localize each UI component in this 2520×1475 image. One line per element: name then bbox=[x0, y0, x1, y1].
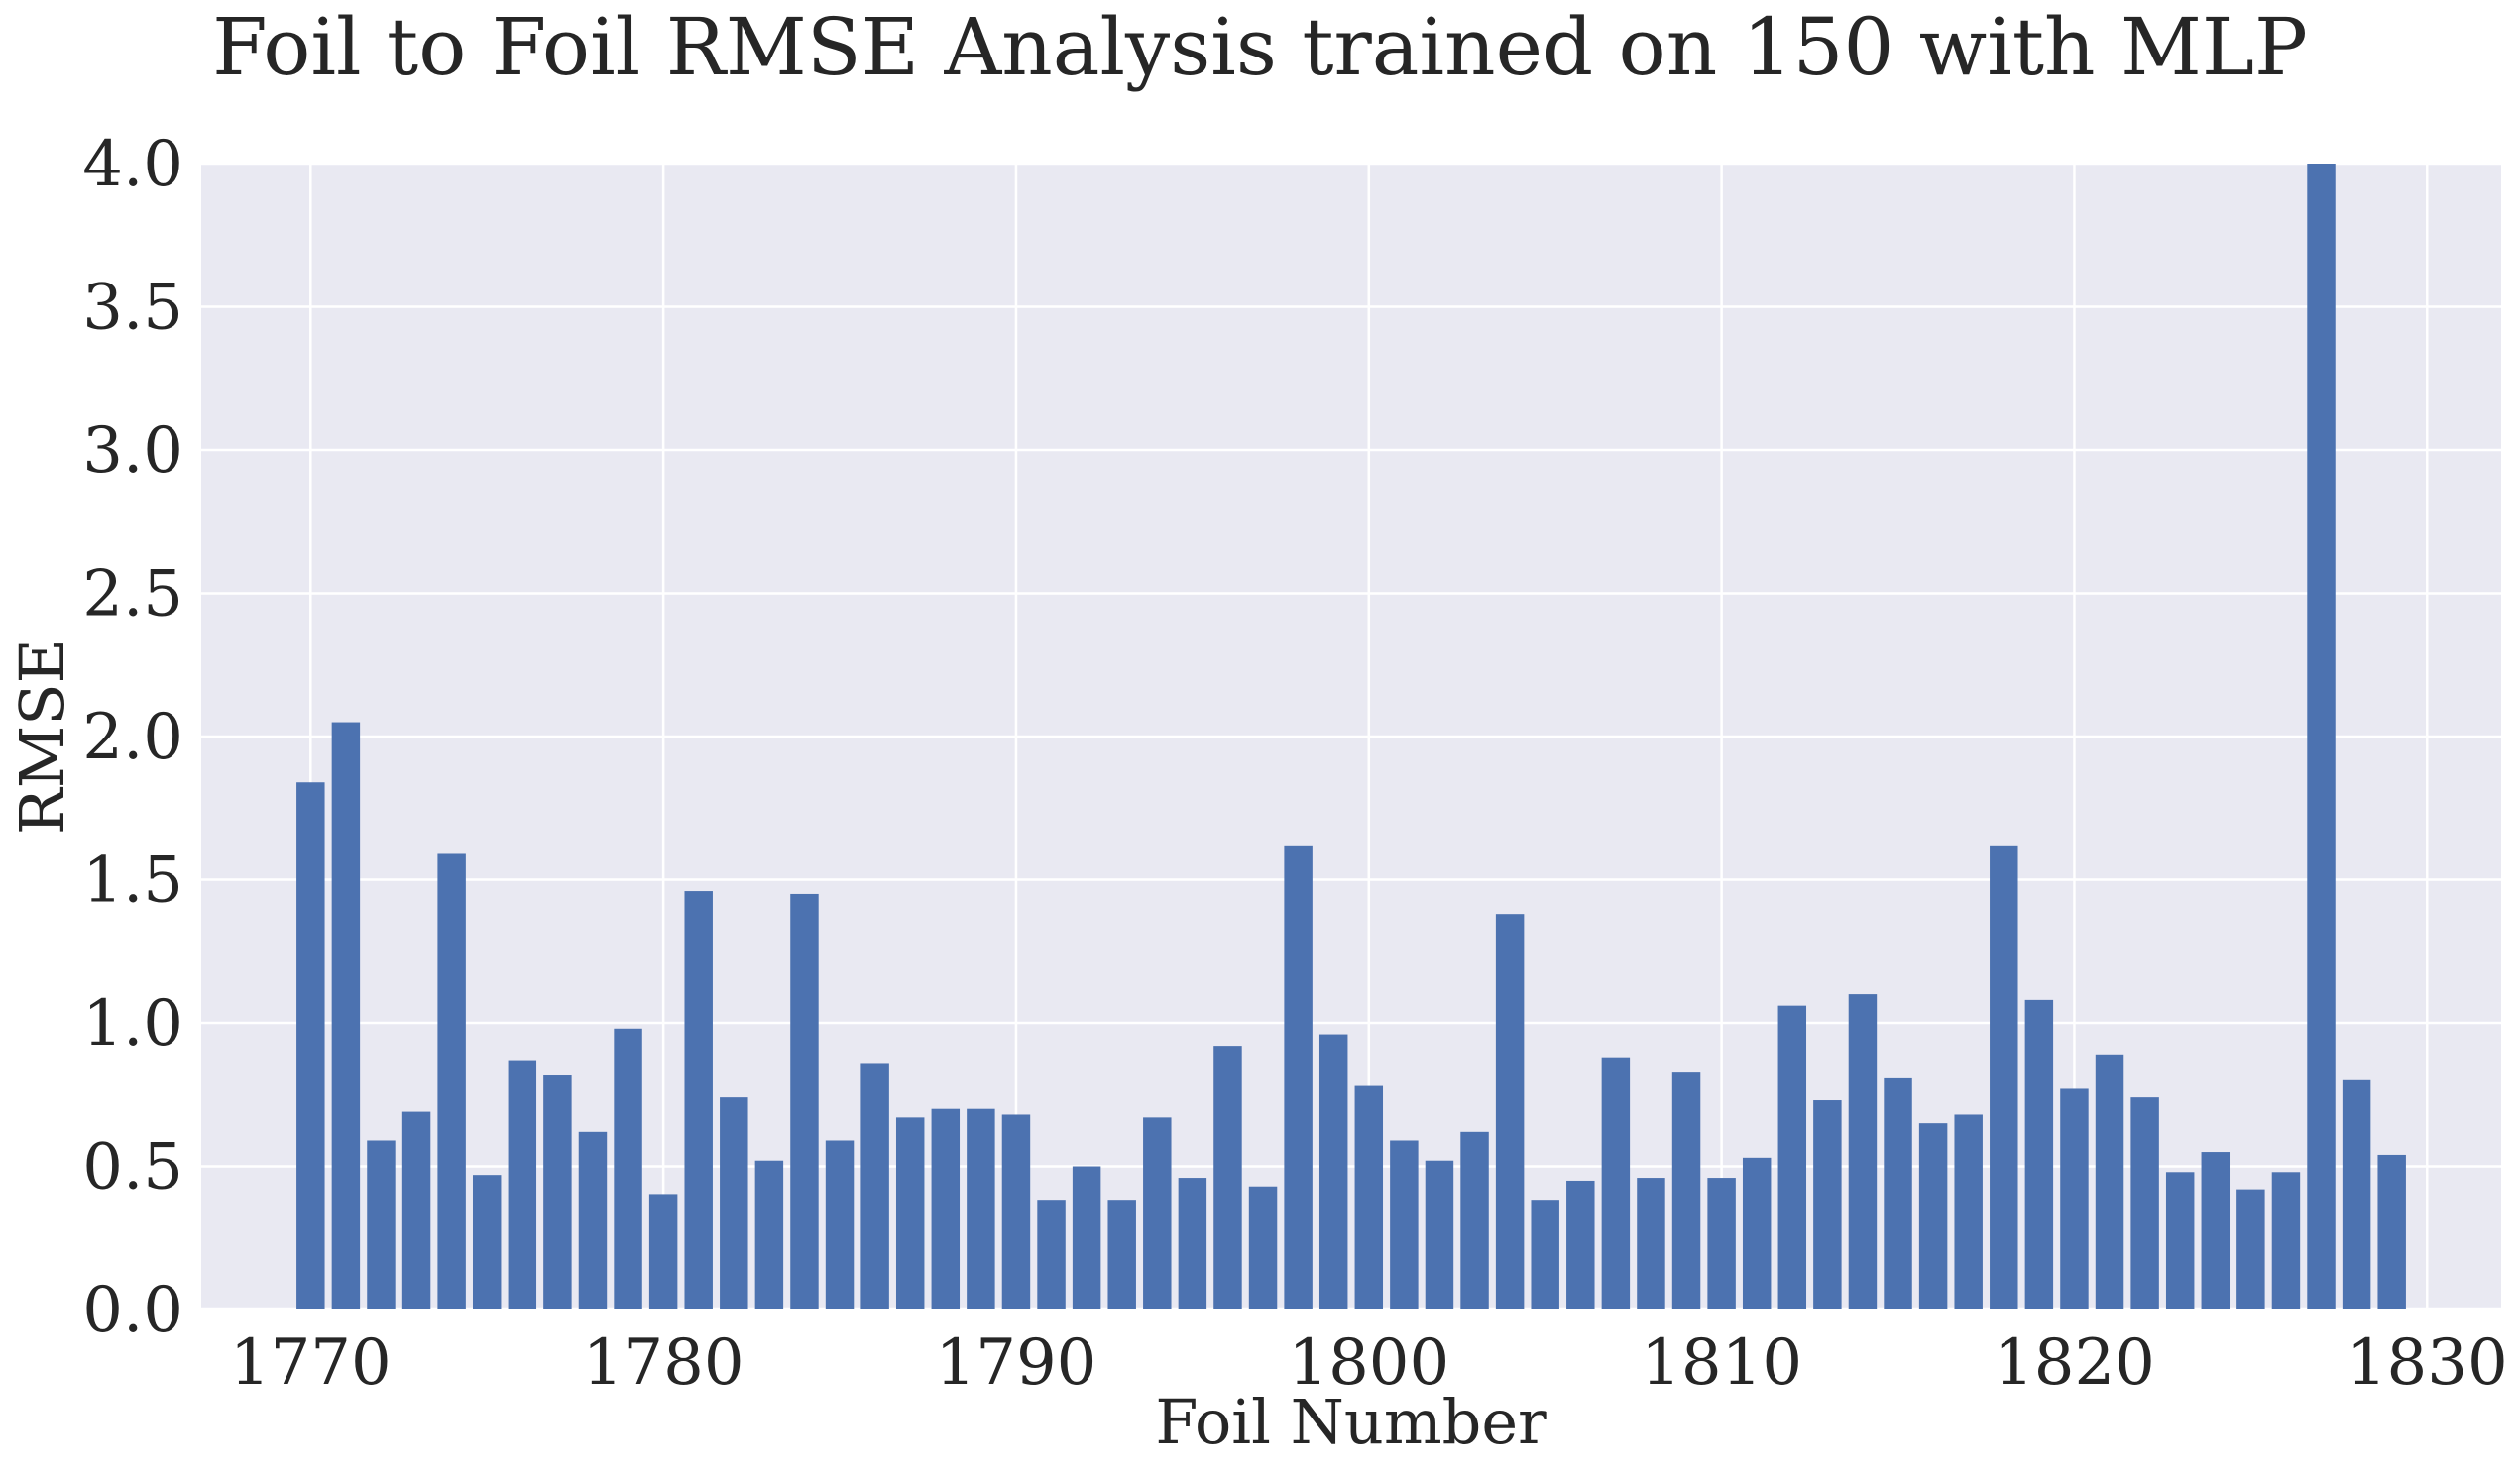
bar-foil-1802 bbox=[1425, 1160, 1454, 1309]
y-tick-label: 3.0 bbox=[82, 414, 183, 488]
x-tick-label: 1810 bbox=[1641, 1326, 1802, 1400]
bar-foil-1822 bbox=[2130, 1097, 2159, 1309]
bar-foil-1776 bbox=[508, 1060, 537, 1309]
bar-foil-1827 bbox=[2307, 164, 2336, 1309]
y-tick-label: 2.5 bbox=[82, 558, 183, 631]
bar-foil-1798 bbox=[1284, 845, 1313, 1309]
chart-title: Foil to Foil RMSE Analysis trained on 15… bbox=[212, 1, 2308, 93]
bar-foil-1792 bbox=[1072, 1166, 1101, 1309]
bar-foil-1775 bbox=[472, 1175, 502, 1309]
x-axis-label: Foil Number bbox=[1155, 1386, 1547, 1458]
bar-foil-1824 bbox=[2201, 1152, 2231, 1309]
bar-foil-1786 bbox=[860, 1063, 889, 1309]
x-tick-label: 1820 bbox=[1994, 1326, 2155, 1400]
bar-foil-1804 bbox=[1495, 914, 1525, 1309]
bar-foil-1825 bbox=[2236, 1189, 2265, 1309]
bar-foil-1806 bbox=[1566, 1180, 1595, 1309]
y-tick-label: 0.0 bbox=[82, 1274, 183, 1347]
bar-foil-1821 bbox=[2095, 1054, 2124, 1309]
bar-foil-1809 bbox=[1671, 1072, 1701, 1309]
bars bbox=[296, 164, 2406, 1309]
bar-foil-1807 bbox=[1601, 1057, 1631, 1309]
bar-foil-1790 bbox=[1001, 1114, 1031, 1309]
bar-foil-1793 bbox=[1107, 1200, 1136, 1309]
bar-foil-1816 bbox=[1918, 1123, 1948, 1309]
bar-foil-1791 bbox=[1037, 1200, 1066, 1309]
y-tick-label: 0.5 bbox=[82, 1131, 183, 1204]
y-tick-label: 4.0 bbox=[82, 128, 183, 201]
bar-foil-1782 bbox=[720, 1097, 748, 1309]
bar-foil-1811 bbox=[1742, 1157, 1772, 1309]
bar-foil-1789 bbox=[967, 1108, 995, 1309]
bar-foil-1817 bbox=[1954, 1114, 1983, 1309]
y-tick-label: 1.0 bbox=[82, 987, 183, 1061]
x-tick-label: 1790 bbox=[936, 1326, 1097, 1400]
bar-foil-1810 bbox=[1707, 1178, 1736, 1309]
y-tick-label: 1.5 bbox=[82, 845, 183, 918]
bar-foil-1829 bbox=[2377, 1154, 2406, 1309]
bar-foil-1808 bbox=[1637, 1178, 1665, 1309]
bar-foil-1785 bbox=[825, 1140, 855, 1309]
bar-foil-1771 bbox=[331, 722, 361, 1309]
bar-foil-1814 bbox=[1848, 994, 1878, 1309]
bar-foil-1774 bbox=[437, 853, 466, 1309]
bar-foil-1770 bbox=[296, 782, 325, 1309]
bar-foil-1799 bbox=[1318, 1034, 1348, 1309]
bar-foil-1800 bbox=[1354, 1085, 1384, 1309]
bar-foil-1781 bbox=[684, 891, 713, 1309]
bar-foil-1803 bbox=[1460, 1131, 1489, 1309]
bar-foil-1788 bbox=[931, 1108, 961, 1309]
bar-foil-1796 bbox=[1213, 1046, 1242, 1309]
bar-foil-1772 bbox=[367, 1140, 396, 1309]
bar-foil-1783 bbox=[754, 1160, 784, 1309]
bar-foil-1784 bbox=[790, 893, 819, 1309]
bar-foil-1801 bbox=[1390, 1140, 1419, 1309]
y-tick-label: 2.0 bbox=[82, 701, 183, 774]
x-tick-label: 1800 bbox=[1288, 1326, 1449, 1400]
bar-foil-1813 bbox=[1813, 1100, 1842, 1309]
bar-foil-1812 bbox=[1777, 1005, 1807, 1309]
bar-foil-1823 bbox=[2165, 1172, 2195, 1309]
bar-foil-1805 bbox=[1531, 1200, 1559, 1309]
bar-foil-1794 bbox=[1143, 1117, 1172, 1309]
bar-foil-1795 bbox=[1178, 1178, 1207, 1309]
x-tick-label: 1780 bbox=[583, 1326, 745, 1400]
bar-foil-1815 bbox=[1884, 1077, 1912, 1309]
bar-foil-1780 bbox=[648, 1194, 678, 1309]
bar-foil-1778 bbox=[578, 1131, 608, 1309]
bar-foil-1820 bbox=[2060, 1088, 2089, 1309]
bar-foil-1818 bbox=[1990, 845, 2018, 1309]
bar-foil-1828 bbox=[2342, 1079, 2371, 1309]
bar-foil-1779 bbox=[614, 1028, 642, 1309]
bar-foil-1773 bbox=[401, 1111, 431, 1309]
bar-foil-1826 bbox=[2271, 1172, 2301, 1309]
x-tick-label: 1830 bbox=[2347, 1326, 2508, 1400]
x-tick-label: 1770 bbox=[230, 1326, 392, 1400]
bar-foil-1797 bbox=[1248, 1186, 1278, 1309]
bar-foil-1787 bbox=[895, 1117, 925, 1309]
bar-foil-1777 bbox=[543, 1075, 572, 1309]
bar-foil-1819 bbox=[2024, 999, 2054, 1309]
tick-labels: 1770 1780 1790 1800 1810 1820 1830 0.0 0.5 1.0 1.5… bbox=[82, 128, 2507, 1400]
y-axis-label: RMSE bbox=[6, 638, 78, 835]
y-tick-label: 3.5 bbox=[82, 272, 183, 345]
